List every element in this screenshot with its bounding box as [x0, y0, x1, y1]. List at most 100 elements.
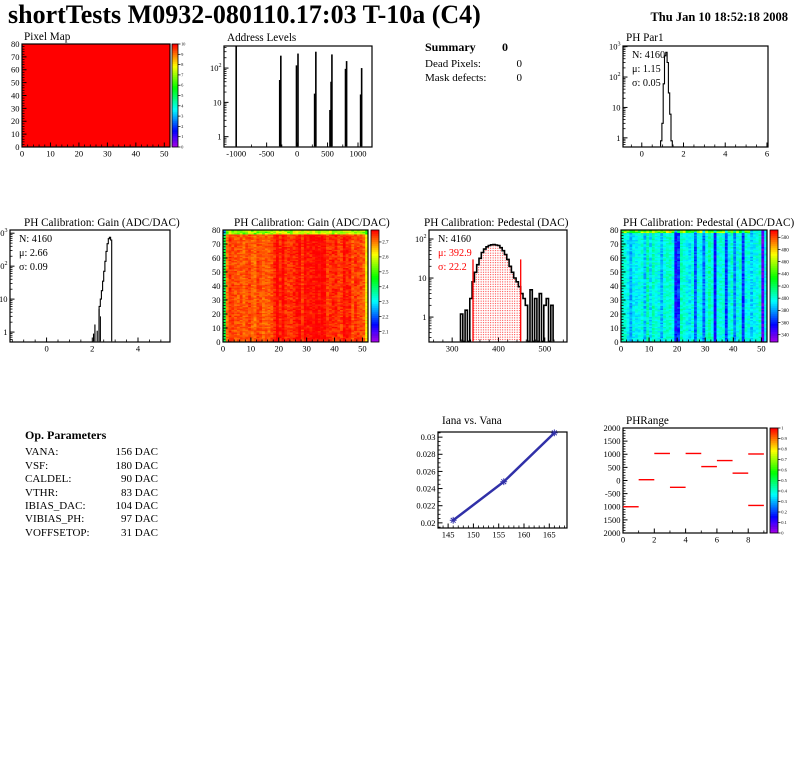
svg-text:30: 30: [11, 103, 20, 113]
op-row-value: 156 DAC: [115, 446, 158, 459]
svg-text:-1000: -1000: [226, 149, 246, 159]
svg-text:6: 6: [181, 83, 183, 88]
svg-text:0: 0: [181, 145, 183, 150]
svg-text:6: 6: [765, 149, 769, 159]
svg-text:2.2: 2.2: [382, 315, 389, 320]
svg-text:20: 20: [75, 149, 84, 159]
chart-gain-hist: 0 2 4 1 10 102 103 N: 4160 μ: 2.66 σ: 0.09 PH Cali…: [0, 217, 180, 354]
svg-text:10: 10: [213, 97, 222, 107]
svg-text:30: 30: [302, 344, 311, 354]
svg-text:102: 102: [210, 63, 222, 73]
summary-row-label: Mask defects:: [425, 72, 487, 84]
op-row-caldel: CALDEL: 90 DAC: [25, 473, 158, 486]
svg-text:400: 400: [492, 344, 505, 354]
op-row-voffsetop: VOFFSETOP: 31 DAC: [25, 527, 158, 540]
svg-text:8: 8: [181, 62, 183, 67]
summary-row-mask-defects: Mask defects: 0: [425, 71, 522, 86]
svg-text:40: 40: [132, 149, 141, 159]
svg-text:7: 7: [181, 72, 183, 77]
svg-text:40: 40: [330, 344, 339, 354]
svg-text:4: 4: [136, 344, 141, 354]
chart-title: Pixel Map: [24, 31, 71, 43]
svg-text:2: 2: [90, 344, 94, 354]
svg-text:10: 10: [11, 129, 20, 139]
svg-text:0: 0: [44, 344, 48, 354]
svg-text:103: 103: [609, 42, 621, 52]
svg-text:0: 0: [15, 142, 19, 152]
svg-text:50: 50: [358, 344, 367, 354]
svg-text:5: 5: [181, 93, 183, 98]
chart-pixel-map: 0 10 20 30 40 5001020304050607080012345678910…: [11, 31, 185, 159]
summary-row-label: Dead Pixels:: [425, 57, 481, 70]
svg-text:σ: 22.2: σ: 22.2: [438, 262, 467, 273]
svg-text:1: 1: [181, 134, 183, 139]
svg-text:4: 4: [181, 103, 184, 108]
op-parameters-heading: Op. Parameters: [25, 428, 107, 442]
svg-text:20: 20: [11, 116, 20, 126]
svg-text:40: 40: [11, 90, 20, 100]
svg-text:2: 2: [181, 124, 183, 129]
svg-text:80: 80: [11, 39, 20, 49]
svg-text:50: 50: [212, 267, 221, 277]
chart-gain-map: 0 10 20 30 40 50 0 10 20 30 40 50 60 70 80 2.1 2.2 2.3 2.4…: [212, 217, 390, 354]
op-row-label: VANA:: [25, 446, 59, 459]
svg-text:0: 0: [20, 149, 24, 159]
svg-text:2.5: 2.5: [382, 271, 389, 276]
svg-text:70: 70: [212, 239, 221, 249]
svg-text:103: 103: [0, 228, 8, 238]
svg-text:30: 30: [103, 149, 112, 159]
svg-text:500: 500: [538, 344, 551, 354]
chart-title: PH Calibration: Gain (ADC/DAC): [234, 217, 390, 229]
svg-text:40: 40: [212, 281, 221, 291]
svg-text:10: 10: [212, 323, 221, 333]
svg-text:9: 9: [181, 52, 183, 57]
svg-text:σ: 0.09: σ: 0.09: [19, 262, 48, 273]
svg-text:N: 4160: N: 4160: [19, 234, 52, 245]
svg-text:10: 10: [418, 273, 427, 283]
svg-text:μ: 392.9: μ: 392.9: [438, 248, 472, 259]
chart-address-levels: -1000 -500 0 500 1000 1 10 102 Address Levels: [210, 32, 373, 159]
svg-text:50: 50: [11, 78, 20, 88]
svg-text:10: 10: [0, 294, 8, 304]
svg-text:2.3: 2.3: [382, 300, 389, 305]
chart-title: PH Par1: [626, 32, 664, 44]
svg-text:1: 1: [217, 132, 221, 142]
op-row-vana: VANA: 156 DAC: [25, 446, 158, 459]
summary-heading: Summary: [425, 40, 476, 54]
chart-title: PH Calibration: Pedestal (ADC/DAC): [623, 217, 794, 229]
op-row-vthr: VTHR: 83 DAC: [25, 487, 158, 500]
svg-text:1: 1: [3, 327, 7, 337]
op-row-value: 104 DAC: [115, 500, 158, 513]
svg-text:0: 0: [221, 344, 225, 354]
op-parameters-block: Op. Parameters VANA: 156 DAC VSF: 180 DAC …: [25, 428, 158, 540]
chart-title: Iana vs. Vana: [442, 415, 502, 427]
svg-text:1: 1: [616, 133, 620, 143]
summary-row-value: 0: [516, 57, 523, 70]
summary-row-dead-pixels: Dead Pixels: 0: [425, 57, 522, 72]
svg-text:20: 20: [275, 344, 284, 354]
timestamp: Thu Jan 10 18:52:18 2008: [650, 10, 788, 24]
op-row-label: VTHR:: [25, 486, 58, 499]
svg-text:2.7: 2.7: [382, 241, 389, 246]
svg-text:σ: 0.05: σ: 0.05: [632, 78, 661, 89]
op-row-vsf: VSF: 180 DAC: [25, 460, 158, 473]
svg-text:80: 80: [212, 225, 221, 235]
op-row-label: VSF:: [25, 459, 49, 472]
op-row-value: 90 DAC: [121, 473, 158, 486]
svg-text:N: 4160: N: 4160: [438, 234, 471, 245]
svg-text:500: 500: [321, 149, 334, 159]
chart-iana-vana: 145 150 155 160 1650.020.0220.0240.0260.0280…: [416, 415, 568, 540]
op-row-label: VIBIAS_PH:: [25, 513, 85, 526]
svg-text:0: 0: [640, 149, 644, 159]
summary-total-count: 0: [502, 40, 508, 54]
svg-text:4: 4: [723, 149, 728, 159]
svg-text:50: 50: [160, 149, 169, 159]
svg-text:1000: 1000: [349, 149, 366, 159]
svg-text:-500: -500: [259, 149, 275, 159]
svg-text:N: 4160: N: 4160: [632, 50, 665, 61]
svg-text:2.1: 2.1: [382, 330, 389, 335]
op-row-value: 180 DAC: [115, 459, 158, 472]
svg-text:102: 102: [415, 234, 427, 244]
